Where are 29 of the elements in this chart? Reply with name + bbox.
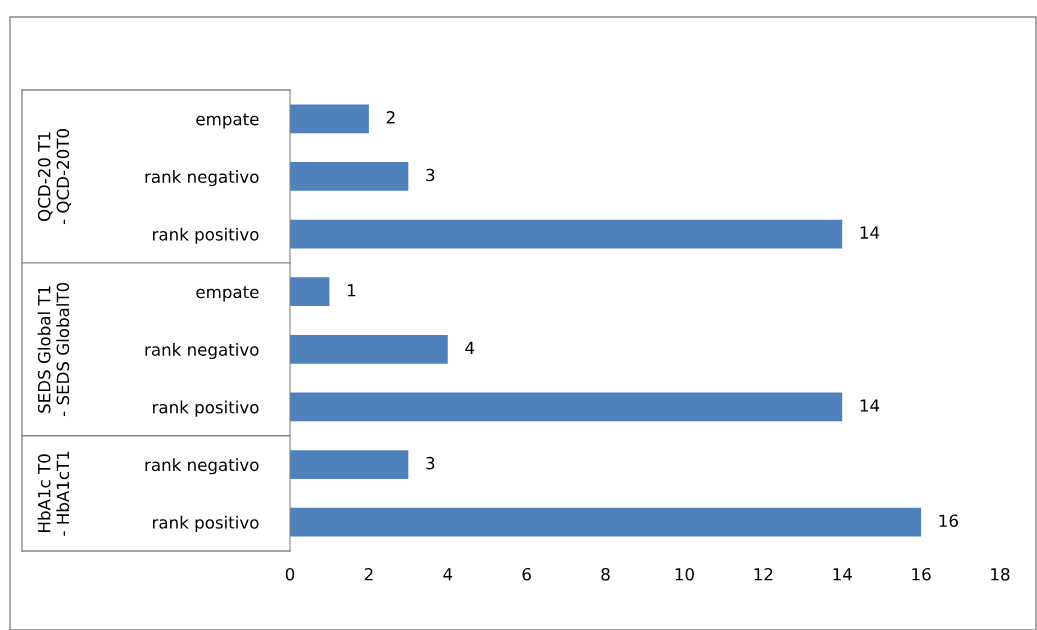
y-axis-title: SEDS Global T1 - SEDS GlobalT0 bbox=[37, 282, 70, 417]
data-label: 1 bbox=[347, 284, 356, 297]
y-tick-label: rank negativo bbox=[145, 170, 259, 187]
y-tick-label: empate bbox=[196, 286, 259, 302]
y-axis-title: HbA1c T0 - HbA1cT1 bbox=[37, 451, 70, 536]
y-tick-label: rank positivo bbox=[153, 515, 259, 532]
x-tick-label: 2 bbox=[364, 567, 373, 581]
x-tick-label: 16 bbox=[912, 567, 931, 581]
x-tick-label: 6 bbox=[522, 567, 531, 581]
x-tick-label: 10 bbox=[675, 567, 694, 581]
y-axis-title: QCD-20 T1 - QCD-20T0 bbox=[37, 129, 72, 225]
data-label: 14 bbox=[860, 399, 880, 412]
y-tick-label: rank positivo bbox=[153, 227, 259, 244]
data-label: 16 bbox=[939, 514, 958, 528]
y-tick-label: empate bbox=[196, 113, 259, 129]
data-label: 3 bbox=[426, 168, 435, 182]
y-tick-label: rank negativo bbox=[145, 342, 259, 360]
x-tick-label: 0 bbox=[285, 567, 295, 581]
data-label: 3 bbox=[426, 456, 435, 470]
y-tick-label: rank negativo bbox=[145, 458, 259, 475]
x-tick-label: 14 bbox=[833, 568, 852, 581]
data-label: 14 bbox=[860, 226, 880, 239]
x-tick-label: 4 bbox=[443, 568, 453, 581]
data-label: 2 bbox=[386, 111, 395, 124]
y-tick-label: rank positivo bbox=[153, 400, 259, 417]
x-tick-label: 18 bbox=[991, 567, 1010, 581]
x-tick-label: 12 bbox=[754, 567, 773, 581]
data-label: 4 bbox=[465, 341, 475, 354]
x-tick-label: 8 bbox=[601, 567, 610, 581]
